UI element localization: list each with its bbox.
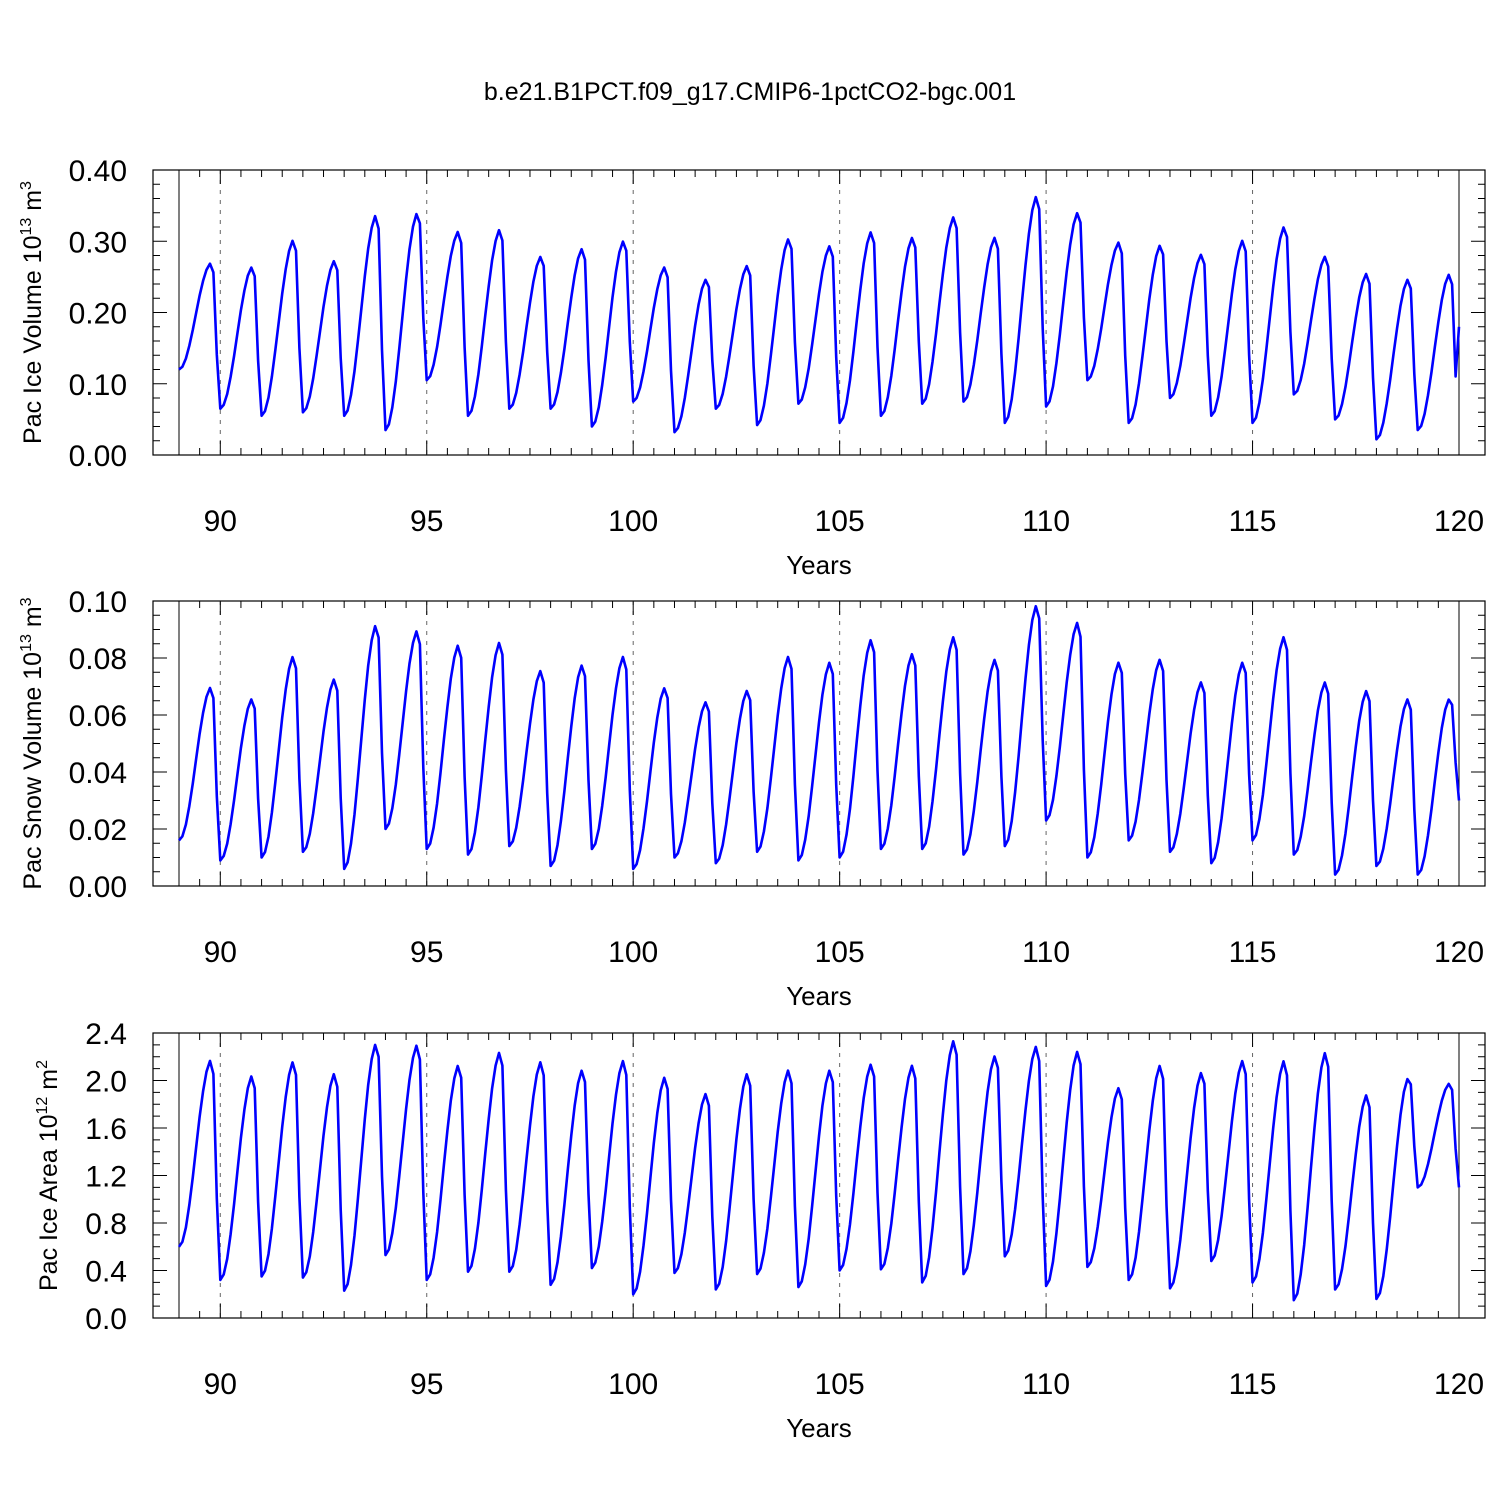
- y-tick-label: 0.0: [85, 1303, 127, 1336]
- panel-ice-area: 90 95 100 105 110 115 120 Years 0.0 0.4 0.8 1.2 1.6 2…: [34, 1018, 1486, 1443]
- panel-ice-volume: 90 95 100 105 110 115 120 Years 0.00 0.10 0.20 0.30…: [18, 155, 1486, 580]
- x-tick-label: 105: [815, 1368, 865, 1401]
- y-tick-label: 0.10: [69, 369, 127, 402]
- panel-snow-volume: 90 95 100 105 110 115 120 Years 0.00 0.02 0.04 0.06…: [18, 586, 1486, 1011]
- x-tick-label: 95: [410, 505, 443, 538]
- x-tick-label: 105: [815, 505, 865, 538]
- x-tick-label: 100: [608, 936, 658, 969]
- y-tick-label: 2.0: [85, 1066, 127, 1099]
- x-tick-label: 90: [204, 1368, 237, 1401]
- y-tick-label: 0.00: [69, 440, 127, 473]
- x-tick-label: 105: [815, 936, 865, 969]
- x-tick-label: 90: [204, 505, 237, 538]
- x-axis-label: Years: [786, 1413, 852, 1443]
- x-tick-label: 95: [410, 1368, 443, 1401]
- y-tick-label: 2.4: [85, 1018, 127, 1051]
- x-tick-label: 120: [1434, 936, 1484, 969]
- y-tick-label: 0.06: [69, 700, 127, 733]
- y-tick-label: 1.2: [85, 1161, 127, 1194]
- series-line: [177, 1040, 1461, 1302]
- y-tick-label: 0.08: [69, 643, 127, 676]
- x-tick-label: 110: [1022, 505, 1070, 538]
- y-tick-label: 0.8: [85, 1208, 127, 1241]
- x-tick-label: 120: [1434, 1368, 1484, 1401]
- y-tick-label: 0.02: [69, 814, 127, 847]
- series-line: [177, 604, 1461, 876]
- y-axis-label: Pac Ice Area 1012 m2: [34, 1060, 63, 1291]
- y-tick-label: 1.6: [85, 1113, 127, 1146]
- x-tick-label: 95: [410, 936, 443, 969]
- y-tick-label: 0.00: [69, 871, 127, 904]
- x-tick-label: 100: [608, 505, 658, 538]
- y-tick-label: 0.04: [69, 757, 127, 790]
- plot-frame: [152, 1032, 1486, 1319]
- y-tick-label: 0.4: [85, 1256, 127, 1289]
- figure-title: b.e21.B1PCT.f09_g17.CMIP6-1pctCO2-bgc.00…: [483, 78, 1017, 106]
- x-tick-label: 115: [1229, 505, 1277, 538]
- x-tick-label: 110: [1022, 936, 1070, 969]
- y-tick-label: 0.10: [69, 586, 127, 619]
- series-line: [178, 195, 1461, 441]
- x-tick-label: 110: [1022, 1368, 1070, 1401]
- x-tick-label: 120: [1434, 505, 1484, 538]
- y-tick-label: 0.40: [69, 155, 127, 188]
- x-tick-label: 100: [608, 1368, 658, 1401]
- y-tick-label: 0.30: [69, 226, 127, 259]
- x-tick-label: 115: [1229, 936, 1277, 969]
- x-axis-label: Years: [786, 981, 852, 1011]
- x-tick-label: 115: [1229, 1368, 1277, 1401]
- y-axis-label: Pac Snow Volume 1013 m3: [18, 597, 47, 889]
- x-tick-label: 90: [204, 936, 237, 969]
- y-tick-label: 0.20: [69, 298, 127, 331]
- plot-frame: [152, 169, 1486, 456]
- x-axis-label: Years: [786, 550, 852, 580]
- y-axis-label: Pac Ice Volume 1013 m3: [18, 181, 47, 444]
